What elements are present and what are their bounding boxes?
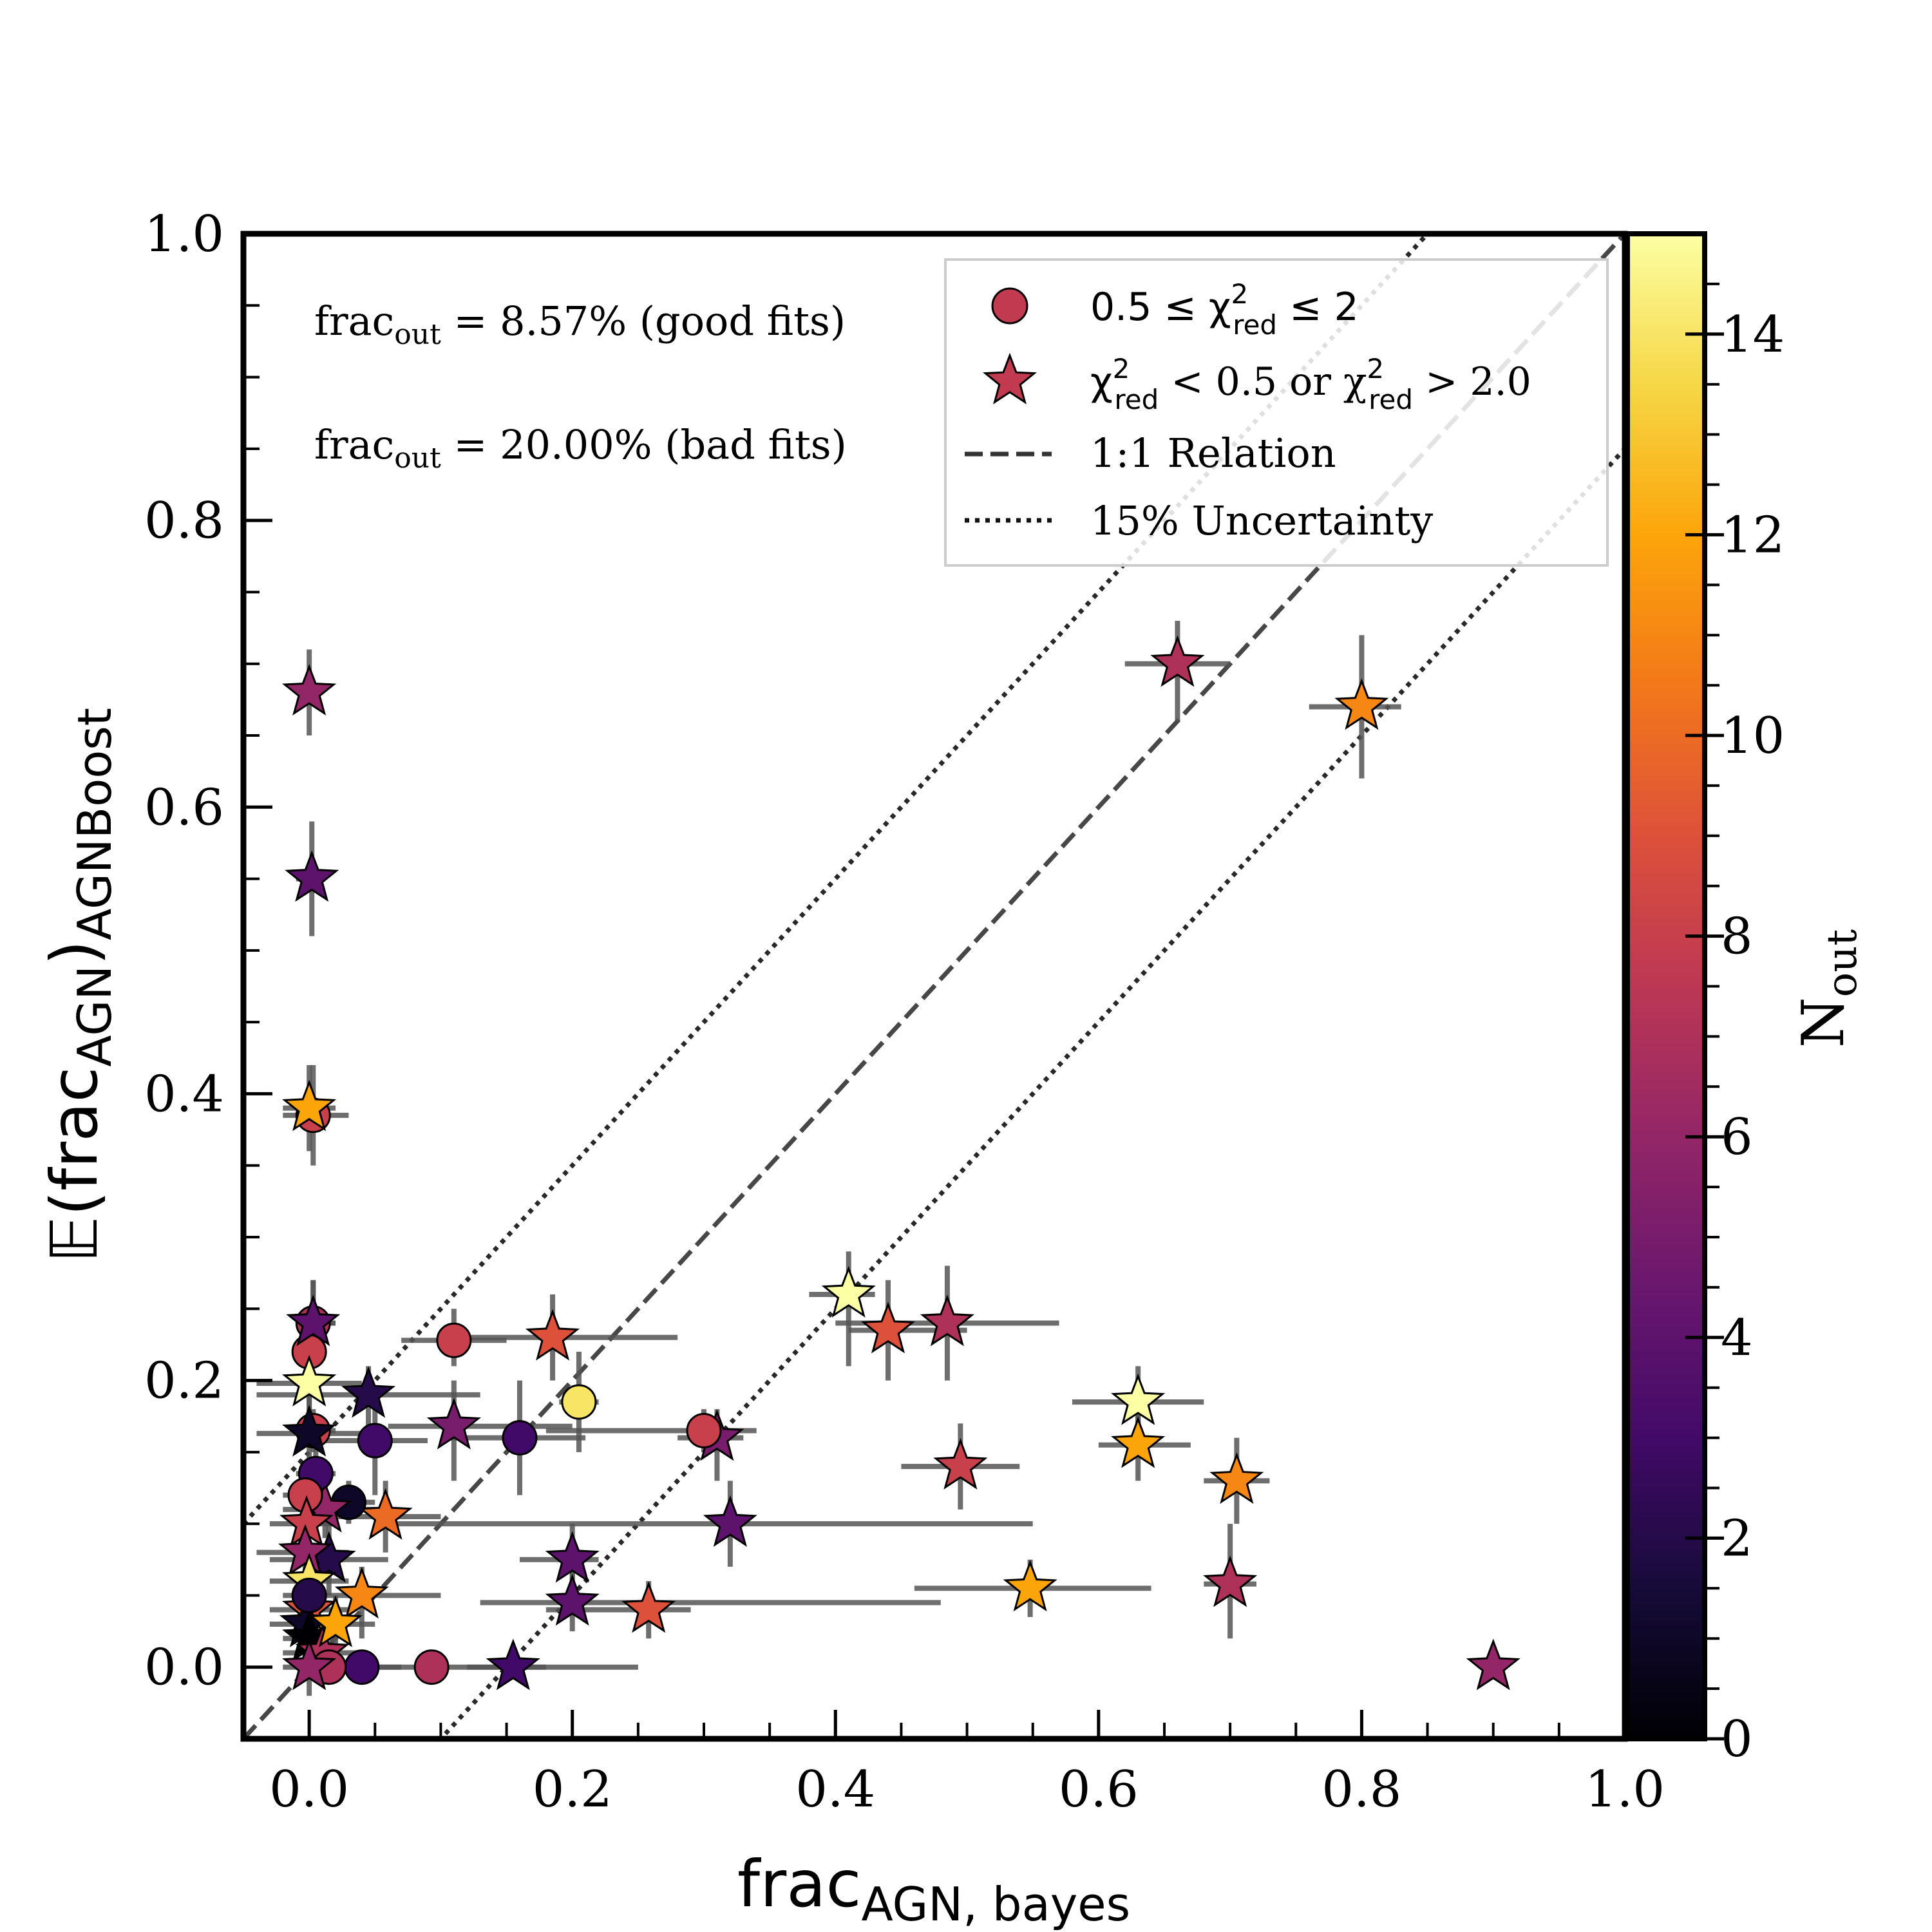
y-tick-label: 0.4 [144,1065,224,1123]
data-point-circle [357,1423,393,1459]
data-point-circle [561,1384,597,1420]
data-point-circle [413,1649,450,1685]
colorbar-tick-label: 10 [1721,707,1785,765]
data-point-star [703,1495,757,1547]
colorbar: 0 2 4 6 8 10 12 14 Nout [1625,231,1866,1768]
colorbar-label: Nout [1790,929,1866,1048]
y-tick-label: 0.0 [144,1639,224,1697]
data-point-star [358,1488,413,1540]
colorbar-tick-label: 12 [1721,506,1785,564]
data-point-star [933,1437,988,1490]
data-points [278,635,1520,1690]
colorbar-tick-label: 2 [1721,1510,1753,1567]
data-point-star [1209,1452,1264,1504]
data-point-circle [344,1649,380,1685]
data-point-star [1150,635,1205,687]
data-point-star [334,1567,389,1619]
y-tick-labels: 0.0 0.2 0.4 0.6 0.8 1.0 [144,205,224,1697]
x-tick-label: 0.4 [795,1761,875,1819]
axis-ticks [242,232,1627,1740]
data-point-star [1003,1560,1057,1612]
data-point-star [486,1638,540,1690]
legend-label-good: 0.5 ≤ χ2 red ≤ 2 [1090,278,1359,341]
data-point-star [860,1302,916,1354]
data-point-circle [436,1322,472,1358]
data-point-star [341,1366,396,1418]
data-point-star [621,1581,676,1633]
data-point-star [282,1354,337,1406]
x-tick-label: 0.6 [1059,1761,1139,1819]
colorbar-tick-label: 14 [1721,306,1785,364]
y-tick-label: 0.6 [144,779,224,837]
colorbar-ticks: 0 2 4 6 8 10 12 14 [1685,282,1785,1768]
colorbar-tick-label: 8 [1721,908,1753,966]
data-point-star [526,1309,580,1361]
colorbar-gradient [1627,234,1705,1739]
data-point-star [282,1405,337,1457]
x-tick-label: 0.0 [269,1761,349,1819]
data-point-circle [502,1420,538,1456]
legend-star-marker [983,352,1037,404]
data-point-star [285,850,339,902]
x-tick-label: 0.2 [533,1761,612,1819]
data-point-star [426,1397,481,1450]
y-tick-label: 0.8 [144,492,224,550]
y-axis-label: 𝔼(fracAGN)AGNBoost [37,708,122,1263]
x-tick-label: 1.0 [1585,1761,1665,1819]
colorbar-tick-label: 0 [1721,1710,1753,1768]
y-tick-label: 1.0 [144,205,224,263]
data-point-circle [686,1412,722,1448]
legend-label-bad: χ2 red < 0.5 or χ2 red > 2.0 [1090,353,1531,415]
data-point-star [1466,1638,1520,1690]
data-point-circle [291,1577,327,1613]
uncertainty-line-upper [243,234,1431,1526]
data-point-star [286,1294,341,1347]
data-point-star [1111,1416,1166,1468]
data-point-star [1334,678,1389,730]
data-point-star [920,1294,975,1347]
x-tick-labels: 0.0 0.2 0.4 0.6 0.8 1.0 [269,1761,1665,1819]
colorbar-tick-label: 4 [1721,1309,1753,1367]
data-point-star [1111,1373,1166,1425]
data-point-star [282,1079,337,1132]
legend-box [944,258,1609,567]
data-point-star [282,1638,337,1690]
data-point-star [1203,1555,1258,1607]
data-point-star [308,1595,363,1647]
y-tick-label: 0.2 [144,1352,224,1410]
data-point-star [282,663,337,716]
annotation-bad-fits: fracout = 20.00% (bad fits) [314,421,847,475]
x-axis-label: fracAGN, bayes [737,1846,1130,1931]
data-point-star [545,1531,600,1583]
legend-circle-marker [991,287,1028,325]
data-point-star [821,1265,876,1318]
x-tick-label: 0.8 [1321,1761,1401,1819]
uncertainty-line-lower [437,447,1625,1739]
data-point-star [545,1574,600,1626]
legend: 0.5 ≤ χ2 red ≤ 2 χ2 red < 0.5 or χ2 red > 2… [944,258,1609,567]
legend-label-identity: 1:1 Relation [1090,430,1336,477]
legend-label-uncertainty: 15% Uncertainty [1090,497,1433,544]
annotation-good-fits: fracout = 8.57% (good fits) [314,298,846,351]
colorbar-tick-label: 6 [1721,1108,1753,1166]
